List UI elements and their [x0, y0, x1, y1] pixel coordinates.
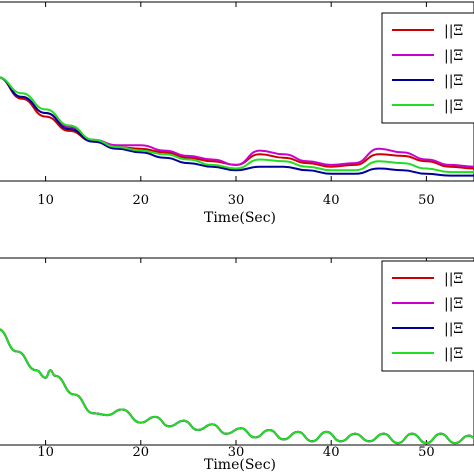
- panel-2: 10 20 30 40 50 Time(Sec) ||Ξ ||Ξ ||Ξ ||Ξ: [0, 257, 474, 473]
- x-axis-label: Time(Sec): [204, 457, 276, 473]
- series-line-4: [0, 328, 474, 445]
- x-tick-label: 10: [37, 193, 54, 208]
- legend: ||Ξ ||Ξ ||Ξ ||Ξ: [381, 12, 474, 124]
- x-tick-label: 50: [418, 193, 435, 208]
- x-tick-label: 30: [228, 193, 245, 208]
- legend-entry-3: ||Ξ: [444, 73, 463, 89]
- legend-entry-2: ||Ξ: [444, 48, 463, 64]
- x-tick-label: 20: [133, 193, 150, 208]
- x-tick-label: 40: [323, 445, 340, 460]
- legend-entry-3: ||Ξ: [444, 321, 463, 337]
- series-line-4: [0, 76, 474, 174]
- legend-entry-1: ||Ξ: [444, 271, 463, 287]
- x-tick-label: 20: [133, 445, 150, 460]
- panel-1: 10 20 30 40 50 Time(Sec) ||Ξ ||Ξ ||Ξ ||Ξ: [0, 1, 474, 226]
- legend: ||Ξ ||Ξ ||Ξ ||Ξ: [381, 260, 474, 372]
- x-tick-label: 30: [228, 445, 245, 460]
- legend-entry-4: ||Ξ: [444, 98, 463, 114]
- series-line-2: [0, 76, 474, 168]
- x-axis-label: Time(Sec): [204, 210, 276, 226]
- x-tick-label: 50: [418, 445, 435, 460]
- legend-entry-2: ||Ξ: [444, 296, 463, 312]
- legend-entry-1: ||Ξ: [444, 23, 463, 39]
- legend-entry-4: ||Ξ: [444, 346, 463, 362]
- x-tick-label: 10: [37, 445, 54, 460]
- series-line-3: [0, 76, 474, 177]
- x-tick-label: 40: [323, 193, 340, 208]
